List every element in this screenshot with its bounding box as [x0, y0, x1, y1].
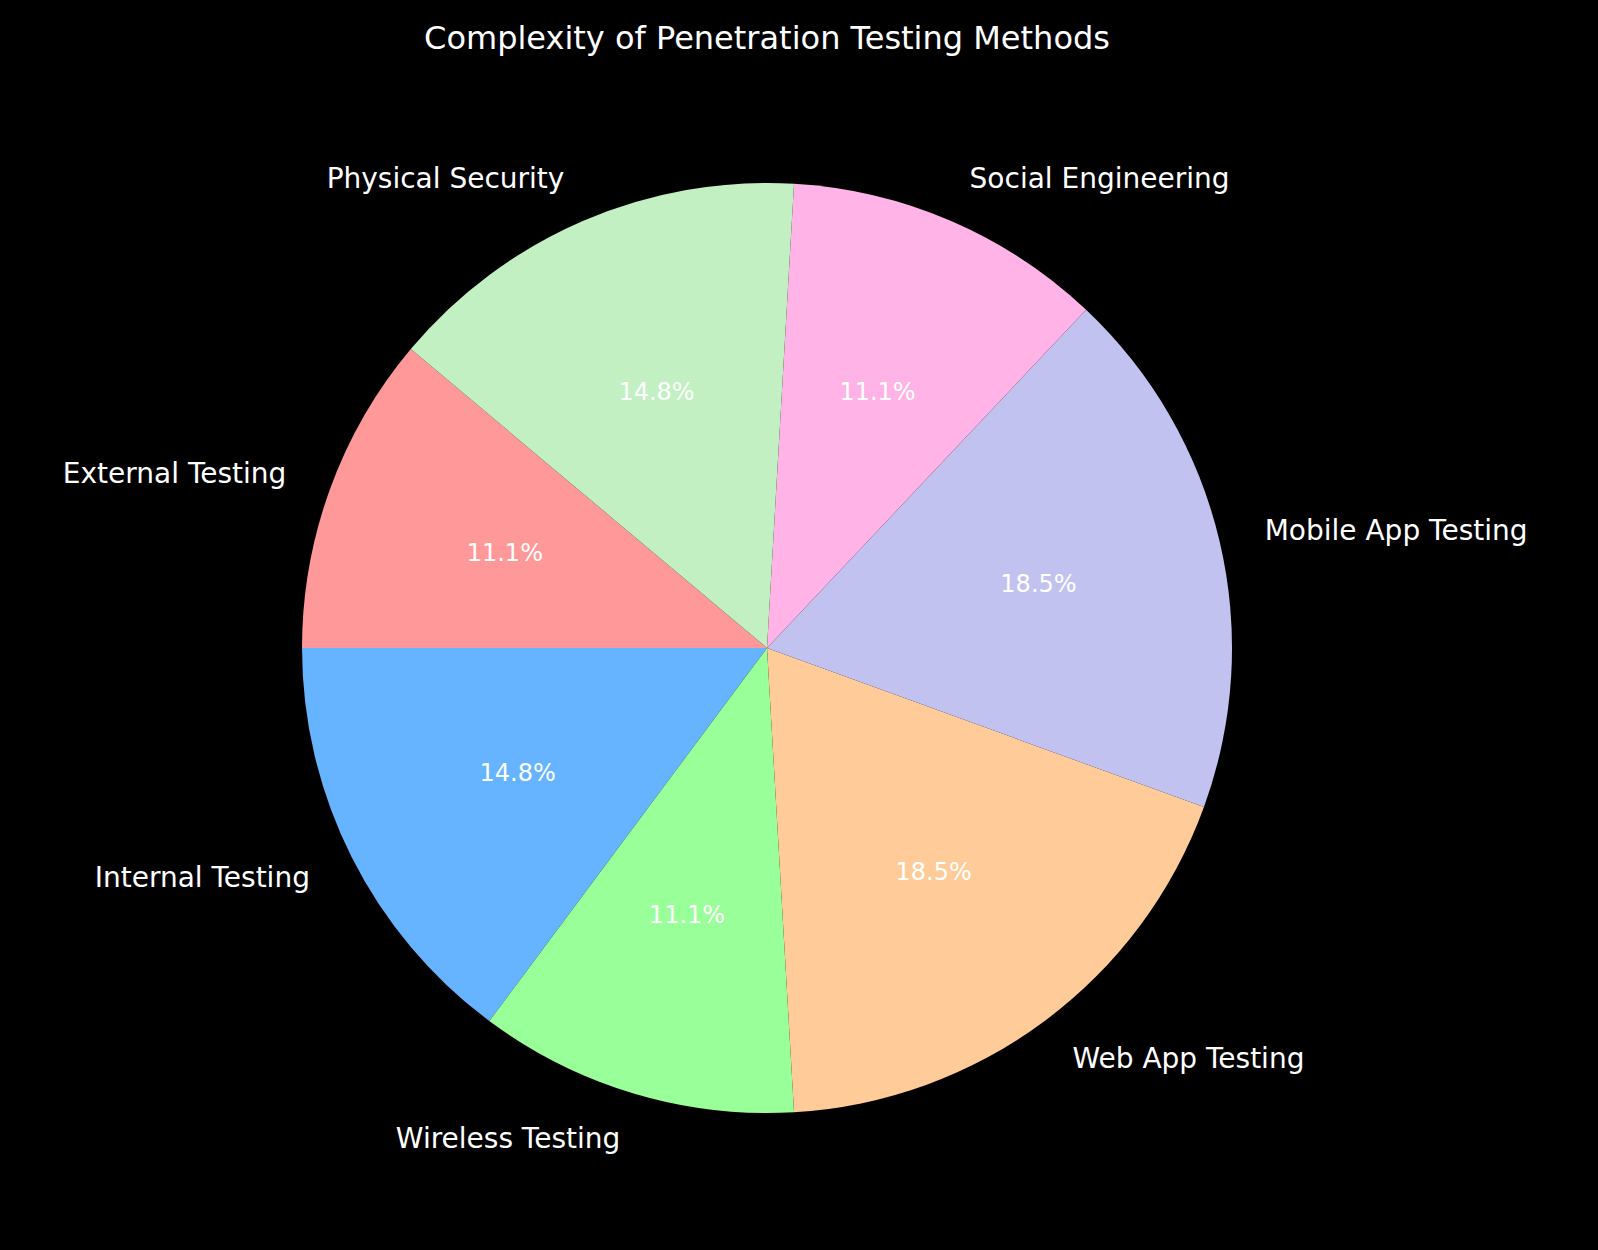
- data-label: 11.1%: [649, 901, 725, 929]
- slice: [411, 183, 794, 648]
- chart: Complexity of Penetration Testing Method…: [0, 0, 1598, 1250]
- background: [0, 0, 1598, 1250]
- data-label: 18.5%: [895, 858, 971, 886]
- data-label: 11.1%: [467, 539, 543, 567]
- title: Complexity of Penetration Testing Method…: [424, 19, 1110, 57]
- labels: External Testing Internal Testing Wireless…: [63, 162, 1528, 1155]
- category-label: Web App Testing: [1072, 1042, 1304, 1075]
- slice: [767, 184, 1086, 648]
- category-label: Physical Security: [327, 162, 565, 195]
- category-label: Internal Testing: [95, 861, 310, 894]
- category-label: Social Engineering: [970, 162, 1230, 195]
- slice: [489, 648, 794, 1113]
- pie: [302, 183, 1232, 1113]
- data-label: 14.8%: [480, 759, 556, 787]
- category-label: External Testing: [63, 457, 287, 490]
- data-label: 18.5%: [1000, 570, 1076, 598]
- data-label: 11.1%: [839, 378, 915, 406]
- category-label: Mobile App Testing: [1265, 514, 1528, 547]
- category-label: Wireless Testing: [396, 1122, 621, 1155]
- data-label: 14.8%: [618, 378, 694, 406]
